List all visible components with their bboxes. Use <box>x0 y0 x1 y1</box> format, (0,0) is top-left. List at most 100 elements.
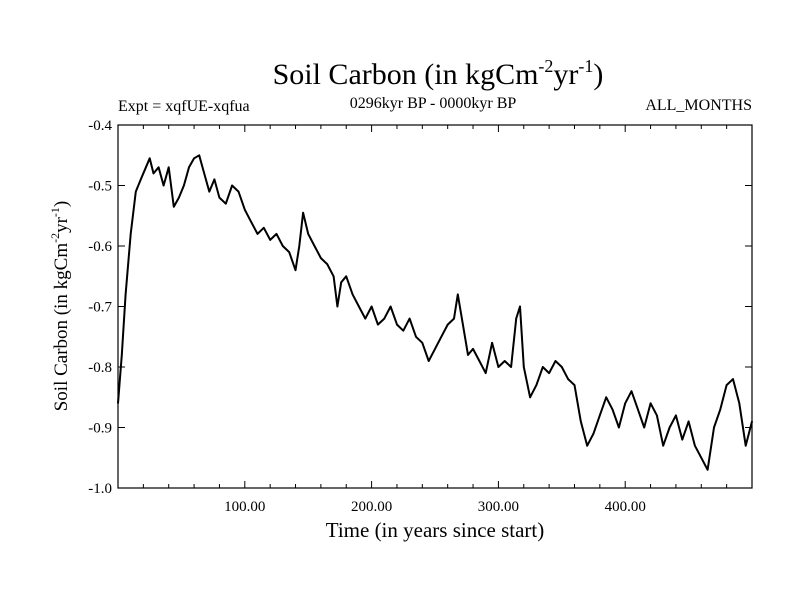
data-point <box>364 317 367 320</box>
axes: -1.0 -0.9 -0.8 -0.7 -0.6 -0.5 -0.4 100.00 200.00… <box>88 118 752 515</box>
data-point <box>713 426 715 429</box>
data-point <box>738 402 741 405</box>
data-point <box>510 366 512 368</box>
data-point <box>415 336 417 338</box>
data-point <box>302 211 304 214</box>
data-point <box>643 426 645 429</box>
data-point <box>256 233 259 235</box>
data-point <box>358 305 360 308</box>
y-label-sup2: -1 <box>48 207 62 217</box>
y-tick-label: -0.6 <box>88 239 112 255</box>
y-label-main: Soil Carbon (in kgCm <box>51 243 72 412</box>
data-point <box>535 384 538 386</box>
data-point <box>162 184 165 187</box>
data-point <box>332 275 335 278</box>
months-label: ALL_MONTHS <box>645 97 752 114</box>
chart-title-sup2: -1 <box>578 56 593 76</box>
data-point <box>515 317 517 320</box>
data-point <box>218 196 221 199</box>
data-point <box>408 317 411 320</box>
data-point <box>275 233 278 235</box>
data-point <box>320 257 322 259</box>
data-point <box>135 190 137 193</box>
data-point <box>282 245 284 247</box>
data-point <box>599 414 601 417</box>
data-point <box>167 166 170 169</box>
data-point <box>173 205 175 208</box>
data-point <box>491 342 493 344</box>
data-point <box>396 323 398 326</box>
x-tick-label: 100.00 <box>224 499 265 515</box>
data-point <box>140 178 142 181</box>
data-point <box>519 305 521 308</box>
data-point <box>668 426 671 429</box>
data-point <box>313 245 316 247</box>
data-point <box>288 251 291 253</box>
data-point <box>148 157 151 160</box>
y-tick-label: -0.5 <box>88 179 112 195</box>
data-point <box>225 202 227 205</box>
y-tick-label: -1.0 <box>88 481 112 497</box>
series-line-soil-carbon <box>117 154 753 471</box>
data-point <box>263 227 265 229</box>
data-point <box>269 239 272 241</box>
data-point <box>193 157 195 160</box>
data-point <box>152 172 155 175</box>
data-point <box>662 444 664 447</box>
data-point <box>732 378 734 380</box>
data-point <box>700 457 703 459</box>
data-point <box>605 396 607 399</box>
data-point <box>694 444 696 447</box>
data-point <box>567 378 569 380</box>
data-point <box>178 196 180 199</box>
data-point <box>478 360 481 362</box>
data-point <box>237 190 240 193</box>
chart-title-end: ) <box>593 58 603 91</box>
data-point <box>618 426 620 429</box>
data-point <box>719 408 722 411</box>
y-tick-label: -0.4 <box>88 118 112 134</box>
data-point <box>231 184 233 187</box>
data-point <box>497 366 500 368</box>
data-point <box>351 293 354 296</box>
data-point <box>421 342 424 344</box>
data-point <box>244 208 246 211</box>
data-point <box>124 293 127 296</box>
y-label-mid: yr <box>51 216 72 233</box>
data-point <box>446 323 449 326</box>
data-point <box>208 190 211 193</box>
data-point <box>503 360 506 362</box>
data-point <box>630 390 633 393</box>
data-point <box>457 293 459 296</box>
plot-frame <box>117 124 753 489</box>
data-point <box>523 366 525 368</box>
y-label-sup1: -2 <box>48 233 62 243</box>
y-tick-label: -0.8 <box>88 360 112 376</box>
data-point <box>294 269 297 272</box>
chart-title-sup1: -2 <box>538 56 553 76</box>
y-tick-label: -0.7 <box>88 300 112 316</box>
data-point <box>188 166 190 169</box>
data-point <box>554 360 557 362</box>
data-point <box>592 432 595 435</box>
data-point <box>586 444 588 447</box>
data-point <box>624 402 626 405</box>
data-point <box>484 372 487 374</box>
data-point <box>427 360 430 362</box>
data-point <box>145 166 147 169</box>
data-point <box>529 396 531 399</box>
data-point <box>580 420 582 423</box>
chart-title: Soil Carbon (in kgCm-2yr-1) <box>273 56 604 91</box>
data-point <box>129 233 132 235</box>
data-point <box>548 372 550 374</box>
y-label-end: ) <box>51 201 72 207</box>
data-point <box>117 402 119 405</box>
chart-title-mid: yr <box>553 58 578 91</box>
data-point <box>326 263 329 265</box>
data-point <box>542 366 544 368</box>
data-point <box>751 420 753 423</box>
data-point <box>687 420 690 423</box>
data-point <box>250 221 252 223</box>
data-point <box>345 275 348 278</box>
